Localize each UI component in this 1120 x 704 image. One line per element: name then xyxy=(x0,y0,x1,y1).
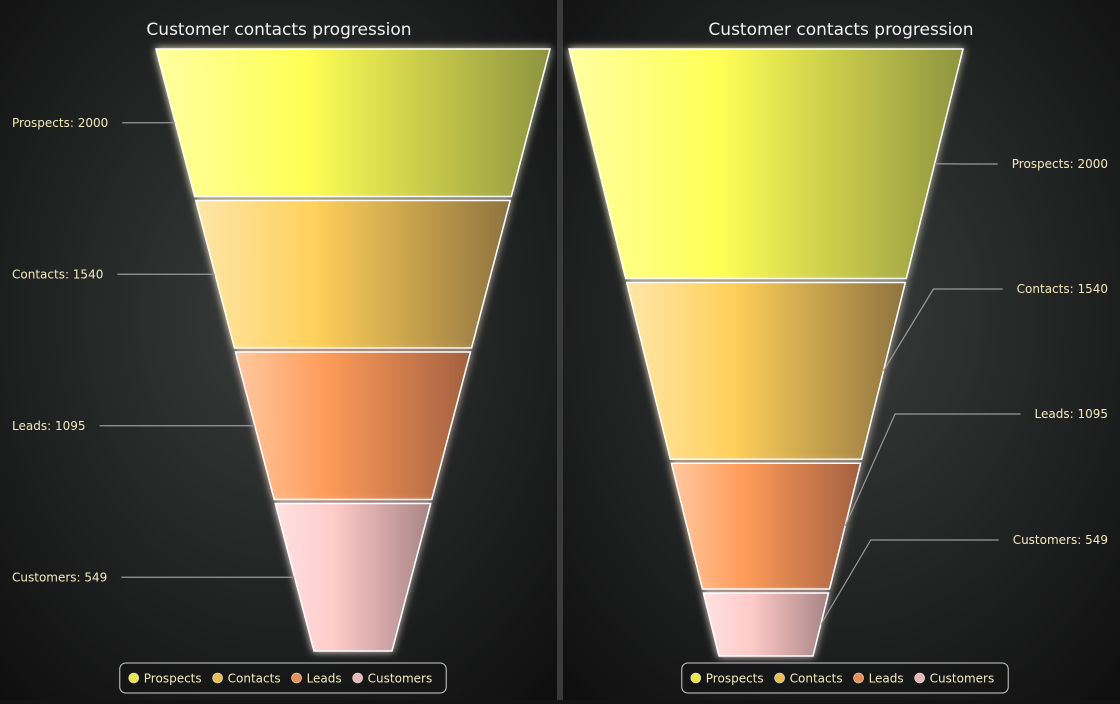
left-chart-title: Customer contacts progression xyxy=(146,20,411,40)
right-label-customers: Customers: 549 xyxy=(1013,533,1108,547)
right-label-prospects: Prospects: 2000 xyxy=(1012,157,1108,171)
left-legend-item-leads[interactable]: Leads xyxy=(307,672,342,686)
right-legend-marker-prospects[interactable] xyxy=(691,673,701,683)
left-legend-marker-customers[interactable] xyxy=(353,673,363,683)
right-label-leads: Leads: 1095 xyxy=(1035,407,1108,421)
panel-divider xyxy=(557,0,563,700)
left-label-contacts: Contacts: 1540 xyxy=(12,267,103,281)
left-legend-item-prospects[interactable]: Prospects xyxy=(144,672,202,686)
right-legend-item-customers[interactable]: Customers xyxy=(930,672,995,686)
right-segment-customers[interactable] xyxy=(703,593,828,656)
right-legend-marker-contacts[interactable] xyxy=(775,673,785,683)
right-legend-item-contacts[interactable]: Contacts xyxy=(790,672,843,686)
right-legend-item-prospects[interactable]: Prospects xyxy=(706,672,764,686)
left-label-customers: Customers: 549 xyxy=(12,570,107,584)
left-legend-marker-leads[interactable] xyxy=(292,673,302,683)
left-legend[interactable]: Prospects Contacts Leads Customers xyxy=(120,663,446,693)
right-legend-marker-leads[interactable] xyxy=(854,673,864,683)
left-legend-item-contacts[interactable]: Contacts xyxy=(228,672,281,686)
right-segment-leads[interactable] xyxy=(671,463,860,589)
left-label-leads: Leads: 1095 xyxy=(12,419,85,433)
left-segment-leads[interactable] xyxy=(236,352,471,500)
left-legend-marker-contacts[interactable] xyxy=(213,673,223,683)
left-segment-prospects[interactable] xyxy=(156,49,550,197)
right-legend-item-leads[interactable]: Leads xyxy=(869,672,904,686)
right-legend-marker-customers[interactable] xyxy=(915,673,925,683)
right-label-contacts: Contacts: 1540 xyxy=(1017,282,1108,296)
left-legend-marker-prospects[interactable] xyxy=(129,673,139,683)
right-legend[interactable]: Prospects Contacts Leads Customers xyxy=(682,663,1008,693)
left-label-prospects: Prospects: 2000 xyxy=(12,116,108,130)
left-legend-item-customers[interactable]: Customers xyxy=(368,672,433,686)
right-chart-title: Customer contacts progression xyxy=(708,20,973,40)
right-segment-prospects[interactable] xyxy=(569,49,963,279)
left-segment-contacts[interactable] xyxy=(196,201,510,349)
right-segment-contacts[interactable] xyxy=(627,283,906,460)
